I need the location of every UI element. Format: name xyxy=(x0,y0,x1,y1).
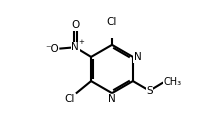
Text: Cl: Cl xyxy=(65,94,75,104)
Text: +: + xyxy=(78,39,84,45)
Text: ⁻O: ⁻O xyxy=(45,44,59,54)
Text: N: N xyxy=(71,42,79,52)
Text: O: O xyxy=(71,20,79,30)
Text: S: S xyxy=(146,86,153,96)
Text: N: N xyxy=(134,52,142,62)
Text: CH₃: CH₃ xyxy=(164,77,182,87)
Text: N: N xyxy=(108,94,116,104)
Text: Cl: Cl xyxy=(107,17,117,27)
